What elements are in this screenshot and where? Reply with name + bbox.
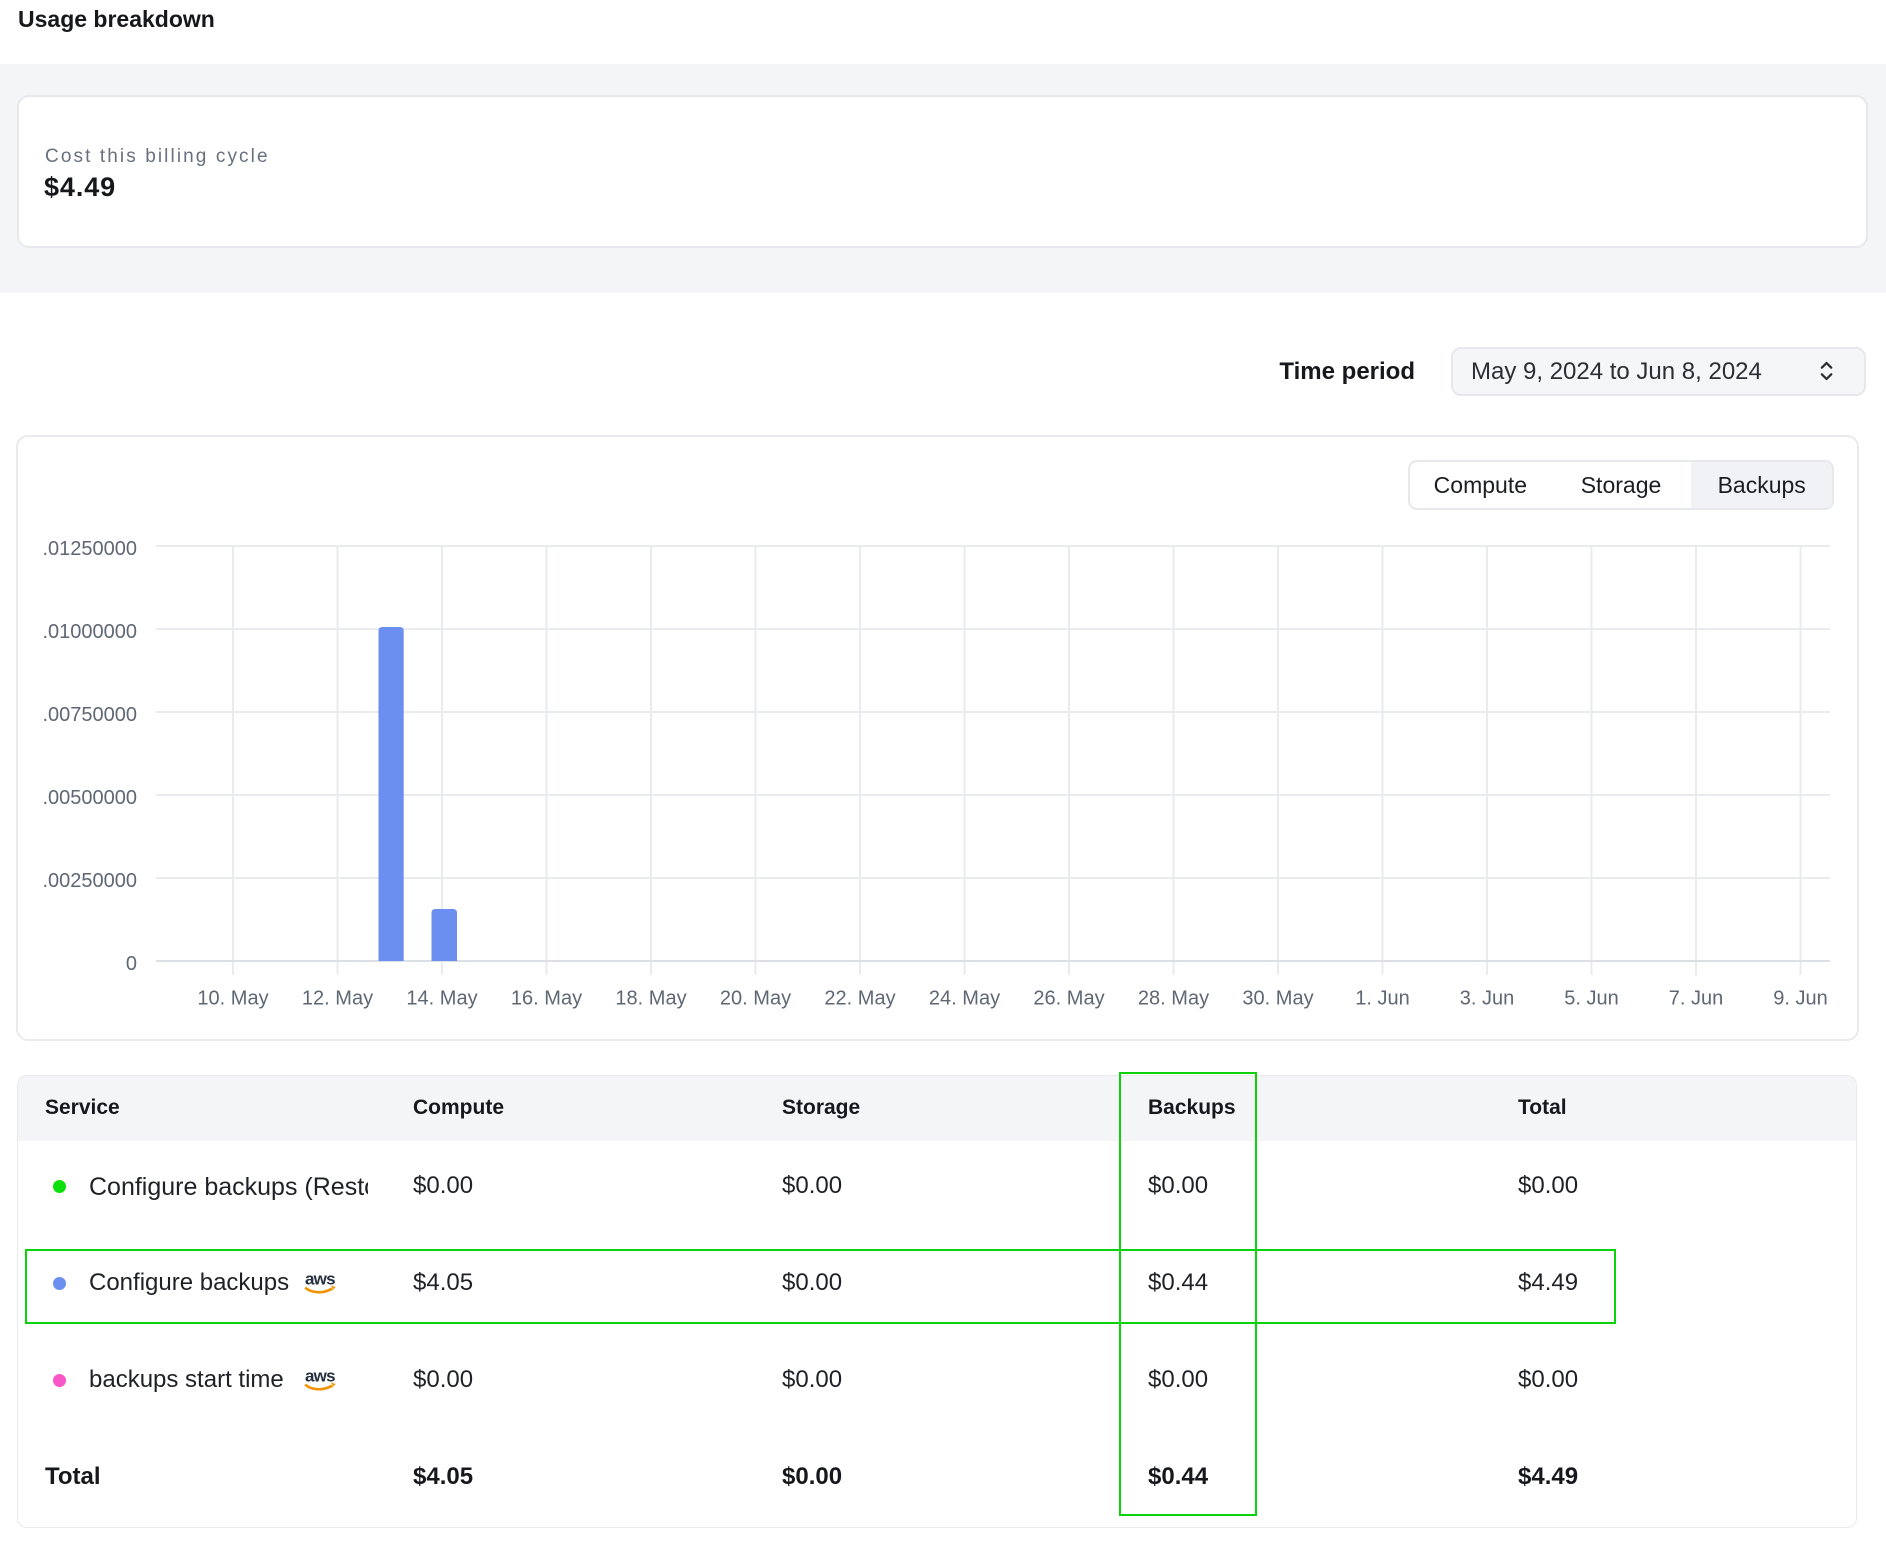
svg-text:0: 0 <box>126 953 137 975</box>
svg-text:.00750000: .00750000 <box>42 704 137 726</box>
svg-text:aws: aws <box>305 1367 335 1386</box>
svg-text:30. May: 30. May <box>1242 988 1313 1010</box>
svg-text:16. May: 16. May <box>511 988 582 1010</box>
svg-text:28. May: 28. May <box>1138 988 1209 1010</box>
svg-text:.00250000: .00250000 <box>42 870 137 892</box>
svg-text:.00500000: .00500000 <box>42 787 137 809</box>
svg-text:5. Jun: 5. Jun <box>1564 988 1618 1010</box>
svg-text:.01250000: .01250000 <box>42 538 137 560</box>
svg-text:.01000000: .01000000 <box>42 621 137 643</box>
svg-text:7. Jun: 7. Jun <box>1669 988 1723 1010</box>
svg-text:20. May: 20. May <box>720 988 791 1010</box>
svg-text:9. Jun: 9. Jun <box>1773 988 1827 1010</box>
svg-text:10. May: 10. May <box>197 988 268 1010</box>
svg-text:aws: aws <box>305 1270 335 1289</box>
svg-text:24. May: 24. May <box>929 988 1000 1010</box>
svg-text:18. May: 18. May <box>615 988 686 1010</box>
svg-text:26. May: 26. May <box>1033 988 1104 1010</box>
svg-text:22. May: 22. May <box>824 988 895 1010</box>
svg-text:12. May: 12. May <box>302 988 373 1010</box>
svg-text:14. May: 14. May <box>406 988 477 1010</box>
svg-text:1. Jun: 1. Jun <box>1355 988 1409 1010</box>
svg-text:3. Jun: 3. Jun <box>1460 988 1514 1010</box>
